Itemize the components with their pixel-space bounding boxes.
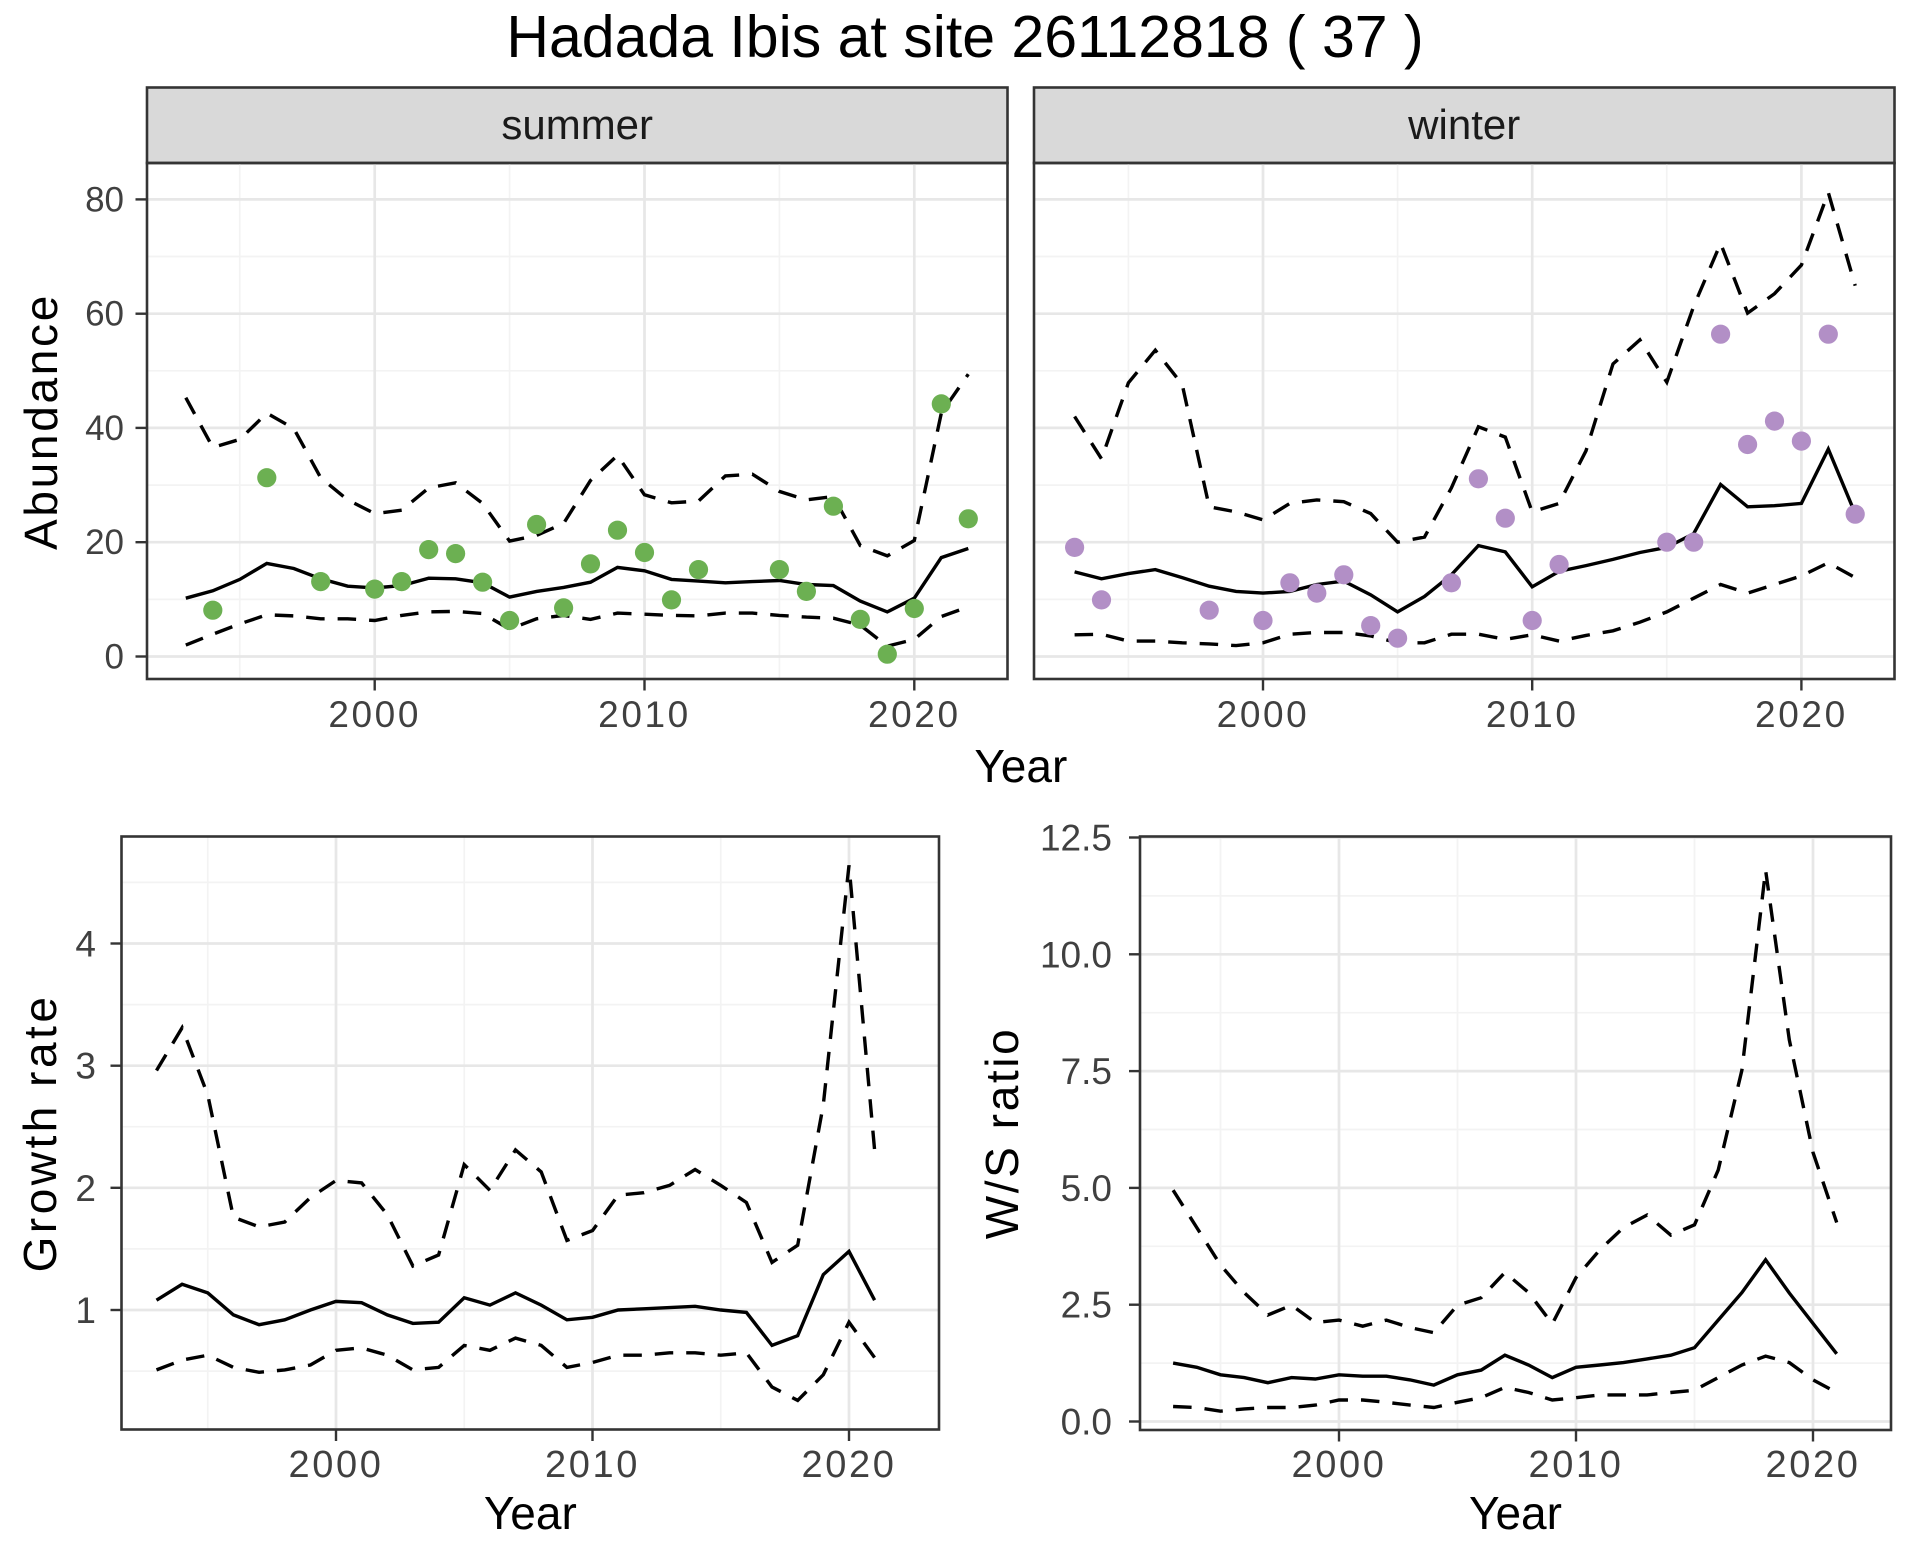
svg-text:2.5: 2.5: [1061, 1285, 1112, 1326]
svg-text:2000: 2000: [289, 1444, 384, 1486]
svg-text:2010: 2010: [598, 694, 691, 735]
svg-text:Year: Year: [1469, 1487, 1562, 1539]
svg-text:Year: Year: [484, 1487, 577, 1539]
svg-text:2020: 2020: [868, 694, 961, 735]
svg-text:0: 0: [105, 638, 124, 677]
svg-text:2010: 2010: [1529, 1444, 1624, 1486]
svg-text:4: 4: [75, 924, 96, 965]
svg-text:1: 1: [75, 1290, 96, 1331]
svg-text:2000: 2000: [1217, 694, 1310, 735]
svg-text:2: 2: [75, 1168, 96, 1209]
svg-text:Abundance: Abundance: [15, 293, 67, 550]
svg-text:summer: summer: [501, 101, 653, 148]
svg-text:2020: 2020: [1766, 1444, 1861, 1486]
svg-text:2020: 2020: [802, 1444, 897, 1486]
svg-text:20: 20: [85, 523, 124, 562]
svg-text:5.0: 5.0: [1061, 1168, 1112, 1209]
svg-text:60: 60: [85, 295, 124, 334]
svg-text:2000: 2000: [1292, 1444, 1387, 1486]
svg-text:40: 40: [85, 409, 124, 448]
svg-text:Hadada Ibis at site 26112818 (: Hadada Ibis at site 26112818 ( 37 ): [506, 4, 1423, 70]
svg-text:Year: Year: [974, 740, 1067, 792]
svg-text:80: 80: [85, 180, 124, 219]
svg-text:10.0: 10.0: [1040, 934, 1112, 975]
svg-text:0.0: 0.0: [1061, 1402, 1112, 1443]
svg-text:W/S ratio: W/S ratio: [976, 1027, 1028, 1240]
svg-text:2000: 2000: [328, 694, 421, 735]
svg-text:Growth rate: Growth rate: [14, 994, 66, 1273]
svg-text:7.5: 7.5: [1061, 1051, 1112, 1092]
svg-text:3: 3: [75, 1046, 96, 1087]
svg-text:winter: winter: [1407, 101, 1520, 148]
svg-text:2020: 2020: [1755, 694, 1848, 735]
svg-text:12.5: 12.5: [1040, 818, 1112, 859]
svg-text:2010: 2010: [1486, 694, 1579, 735]
svg-text:2010: 2010: [545, 1444, 640, 1486]
